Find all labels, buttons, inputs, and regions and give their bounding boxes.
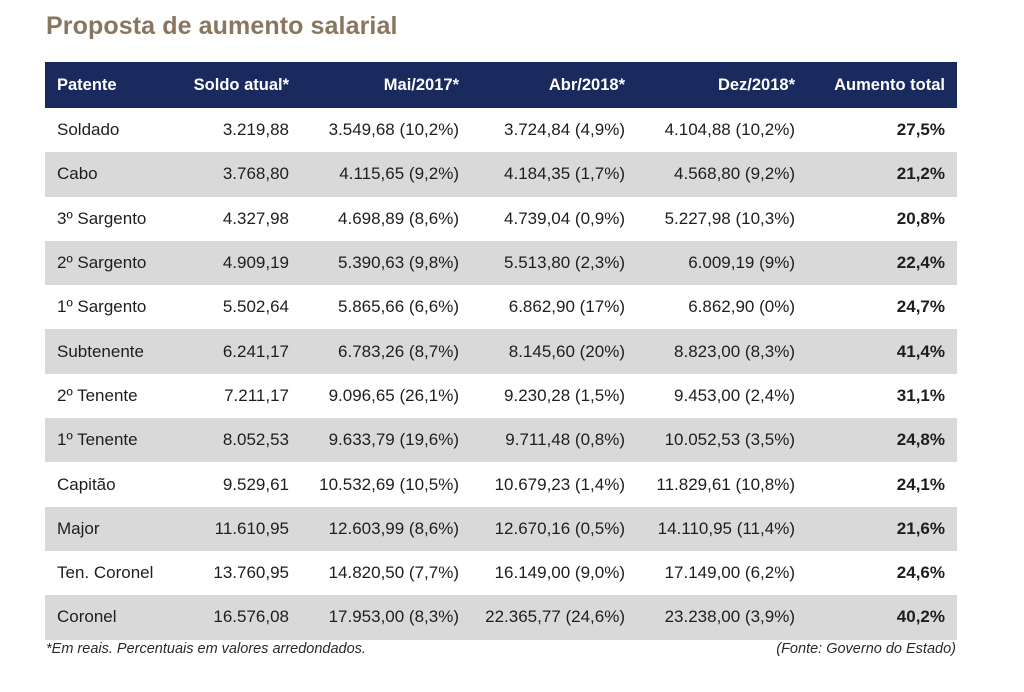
header-abr-2018: Abr/2018*: [548, 75, 625, 94]
cell-mai-2017: 5.390,63 (9,8%): [338, 253, 459, 273]
cell-dez-2018: 9.453,00 (2,4%): [674, 385, 795, 405]
cell-dez-2018: 5.227,98 (10,3%): [664, 208, 795, 228]
cell-abr-2018: 8.145,60 (20%): [508, 341, 625, 361]
cell-soldo-atual: 16.576,08: [213, 607, 289, 627]
cell-aumento-total: 27,5%: [896, 120, 945, 140]
cell-patente: Subtenente: [57, 341, 144, 361]
header-soldo-atual: Soldo atual*: [193, 75, 289, 94]
cell-aumento-total: 24,6%: [896, 563, 945, 583]
table-row: 1º Tenente 8.052,53 9.633,79 (19,6%) 9.711,…: [45, 418, 957, 463]
cell-dez-2018: 10.052,53 (3,5%): [664, 430, 795, 450]
cell-patente: Capitão: [57, 474, 116, 494]
cell-abr-2018: 3.724,84 (4,9%): [504, 120, 625, 140]
cell-soldo-atual: 8.052,53: [222, 430, 289, 450]
cell-soldo-atual: 11.610,95: [214, 518, 289, 538]
cell-abr-2018: 9.230,28 (1,5%): [504, 385, 625, 405]
cell-patente: 3º Sargento: [57, 208, 147, 228]
table-row: 2º Tenente 7.211,17 9.096,65 (26,1%) 9.230,…: [45, 374, 957, 418]
cell-soldo-atual: 7.211,17: [224, 385, 289, 405]
table-row: Subtenente 6.241,17 6.783,26 (8,7%) 8.145,6…: [45, 329, 957, 374]
cell-mai-2017: 4.115,65 (9,2%): [339, 164, 459, 184]
cell-aumento-total: 20,8%: [896, 208, 945, 228]
cell-abr-2018: 16.149,00 (9,0%): [494, 563, 625, 583]
cell-mai-2017: 3.549,68 (10,2%): [328, 120, 459, 140]
table-row: Cabo 3.768,80 4.115,65 (9,2%) 4.184,35 (1,7…: [45, 152, 957, 197]
header-mai-2017: Mai/2017*: [383, 75, 459, 94]
cell-soldo-atual: 9.529,61: [222, 474, 289, 494]
table-row: Soldado 3.219,88 3.549,68 (10,2%) 3.724,84 …: [45, 108, 957, 152]
header-patente: Patente: [57, 75, 117, 94]
table-row: 3º Sargento 4.327,98 4.698,89 (8,6%) 4.739,…: [45, 197, 957, 241]
cell-patente: Ten. Coronel: [57, 563, 154, 583]
cell-aumento-total: 21,2%: [896, 164, 945, 184]
cell-patente: Coronel: [57, 607, 117, 627]
table-row: 2º Sargento 4.909,19 5.390,63 (9,8%) 5.513,…: [45, 240, 957, 286]
cell-mai-2017: 9.633,79 (19,6%): [328, 430, 459, 450]
cell-abr-2018: 5.513,80 (2,3%): [504, 253, 625, 273]
cell-abr-2018: 9.711,48 (0,8%): [505, 430, 625, 450]
table-header-row: Patente Soldo atual* Mai/2017* Abr/2018*…: [45, 62, 957, 108]
cell-patente: 1º Sargento: [57, 297, 147, 317]
salary-table: Patente Soldo atual* Mai/2017* Abr/2018*…: [45, 62, 957, 640]
cell-patente: 2º Sargento: [57, 253, 147, 273]
header-dez-2018: Dez/2018*: [717, 75, 795, 94]
cell-mai-2017: 17.953,00 (8,3%): [328, 607, 459, 627]
table-row: 1º Sargento 5.502,64 5.865,66 (6,6%) 6.862,…: [45, 285, 957, 329]
cell-dez-2018: 11.829,61 (10,8%): [656, 474, 795, 494]
cell-abr-2018: 4.184,35 (1,7%): [504, 164, 625, 184]
cell-dez-2018: 4.568,80 (9,2%): [674, 164, 795, 184]
table-body: Soldado 3.219,88 3.549,68 (10,2%) 3.724,84 …: [45, 108, 957, 640]
cell-mai-2017: 9.096,65 (26,1%): [328, 385, 459, 405]
page-title: Proposta de aumento salarial: [46, 12, 398, 40]
footnote: *Em reais. Percentuais em valores arredo…: [46, 641, 366, 657]
cell-dez-2018: 4.104,88 (10,2%): [664, 120, 795, 140]
cell-patente: Soldado: [57, 120, 120, 140]
cell-dez-2018: 8.823,00 (8,3%): [674, 341, 795, 361]
table-row: Major 11.610,95 12.603,99 (8,6%) 12.670,16 …: [45, 506, 957, 551]
cell-aumento-total: 24,7%: [896, 297, 945, 317]
cell-soldo-atual: 6.241,17: [222, 341, 289, 361]
cell-soldo-atual: 13.760,95: [213, 563, 289, 583]
cell-soldo-atual: 3.219,88: [222, 120, 289, 140]
cell-soldo-atual: 4.909,19: [222, 253, 289, 273]
cell-patente: Cabo: [57, 164, 98, 184]
cell-mai-2017: 14.820,50 (7,7%): [328, 563, 459, 583]
cell-aumento-total: 31,1%: [896, 385, 945, 405]
cell-dez-2018: 6.862,90 (0%): [688, 297, 795, 317]
cell-soldo-atual: 3.768,80: [222, 164, 289, 184]
cell-mai-2017: 12.603,99 (8,6%): [328, 518, 459, 538]
table-row: Capitão 9.529,61 10.532,69 (10,5%) 10.679,2…: [45, 462, 957, 506]
cell-aumento-total: 24,1%: [896, 474, 945, 494]
cell-aumento-total: 41,4%: [896, 341, 945, 361]
cell-soldo-atual: 5.502,64: [222, 297, 289, 317]
cell-dez-2018: 17.149,00 (6,2%): [664, 563, 795, 583]
cell-abr-2018: 10.679,23 (1,4%): [494, 474, 625, 494]
cell-dez-2018: 23.238,00 (3,9%): [664, 607, 795, 627]
cell-mai-2017: 10.532,69 (10,5%): [319, 474, 459, 494]
cell-mai-2017: 4.698,89 (8,6%): [338, 208, 459, 228]
cell-aumento-total: 40,2%: [896, 607, 945, 627]
cell-abr-2018: 4.739,04 (0,9%): [504, 208, 625, 228]
cell-aumento-total: 21,6%: [896, 518, 945, 538]
cell-abr-2018: 12.670,16 (0,5%): [494, 518, 625, 538]
cell-abr-2018: 22.365,77 (24,6%): [485, 607, 625, 627]
header-aumento-total: Aumento total: [834, 75, 945, 94]
cell-patente: 2º Tenente: [57, 385, 138, 405]
cell-soldo-atual: 4.327,98: [222, 208, 289, 228]
cell-patente: Major: [57, 518, 100, 538]
source-note: (Fonte: Governo do Estado): [776, 641, 956, 657]
cell-patente: 1º Tenente: [57, 430, 138, 450]
table-row: Ten. Coronel 13.760,95 14.820,50 (7,7%) 16.…: [45, 551, 957, 595]
cell-aumento-total: 22,4%: [896, 253, 945, 273]
cell-abr-2018: 6.862,90 (17%): [508, 297, 625, 317]
cell-mai-2017: 5.865,66 (6,6%): [338, 297, 459, 317]
cell-mai-2017: 6.783,26 (8,7%): [338, 341, 459, 361]
cell-aumento-total: 24,8%: [896, 430, 945, 450]
table-row: Coronel 16.576,08 17.953,00 (8,3%) 22.365,7…: [45, 595, 957, 640]
cell-dez-2018: 6.009,19 (9%): [688, 253, 795, 273]
cell-dez-2018: 14.110,95 (11,4%): [657, 518, 795, 538]
